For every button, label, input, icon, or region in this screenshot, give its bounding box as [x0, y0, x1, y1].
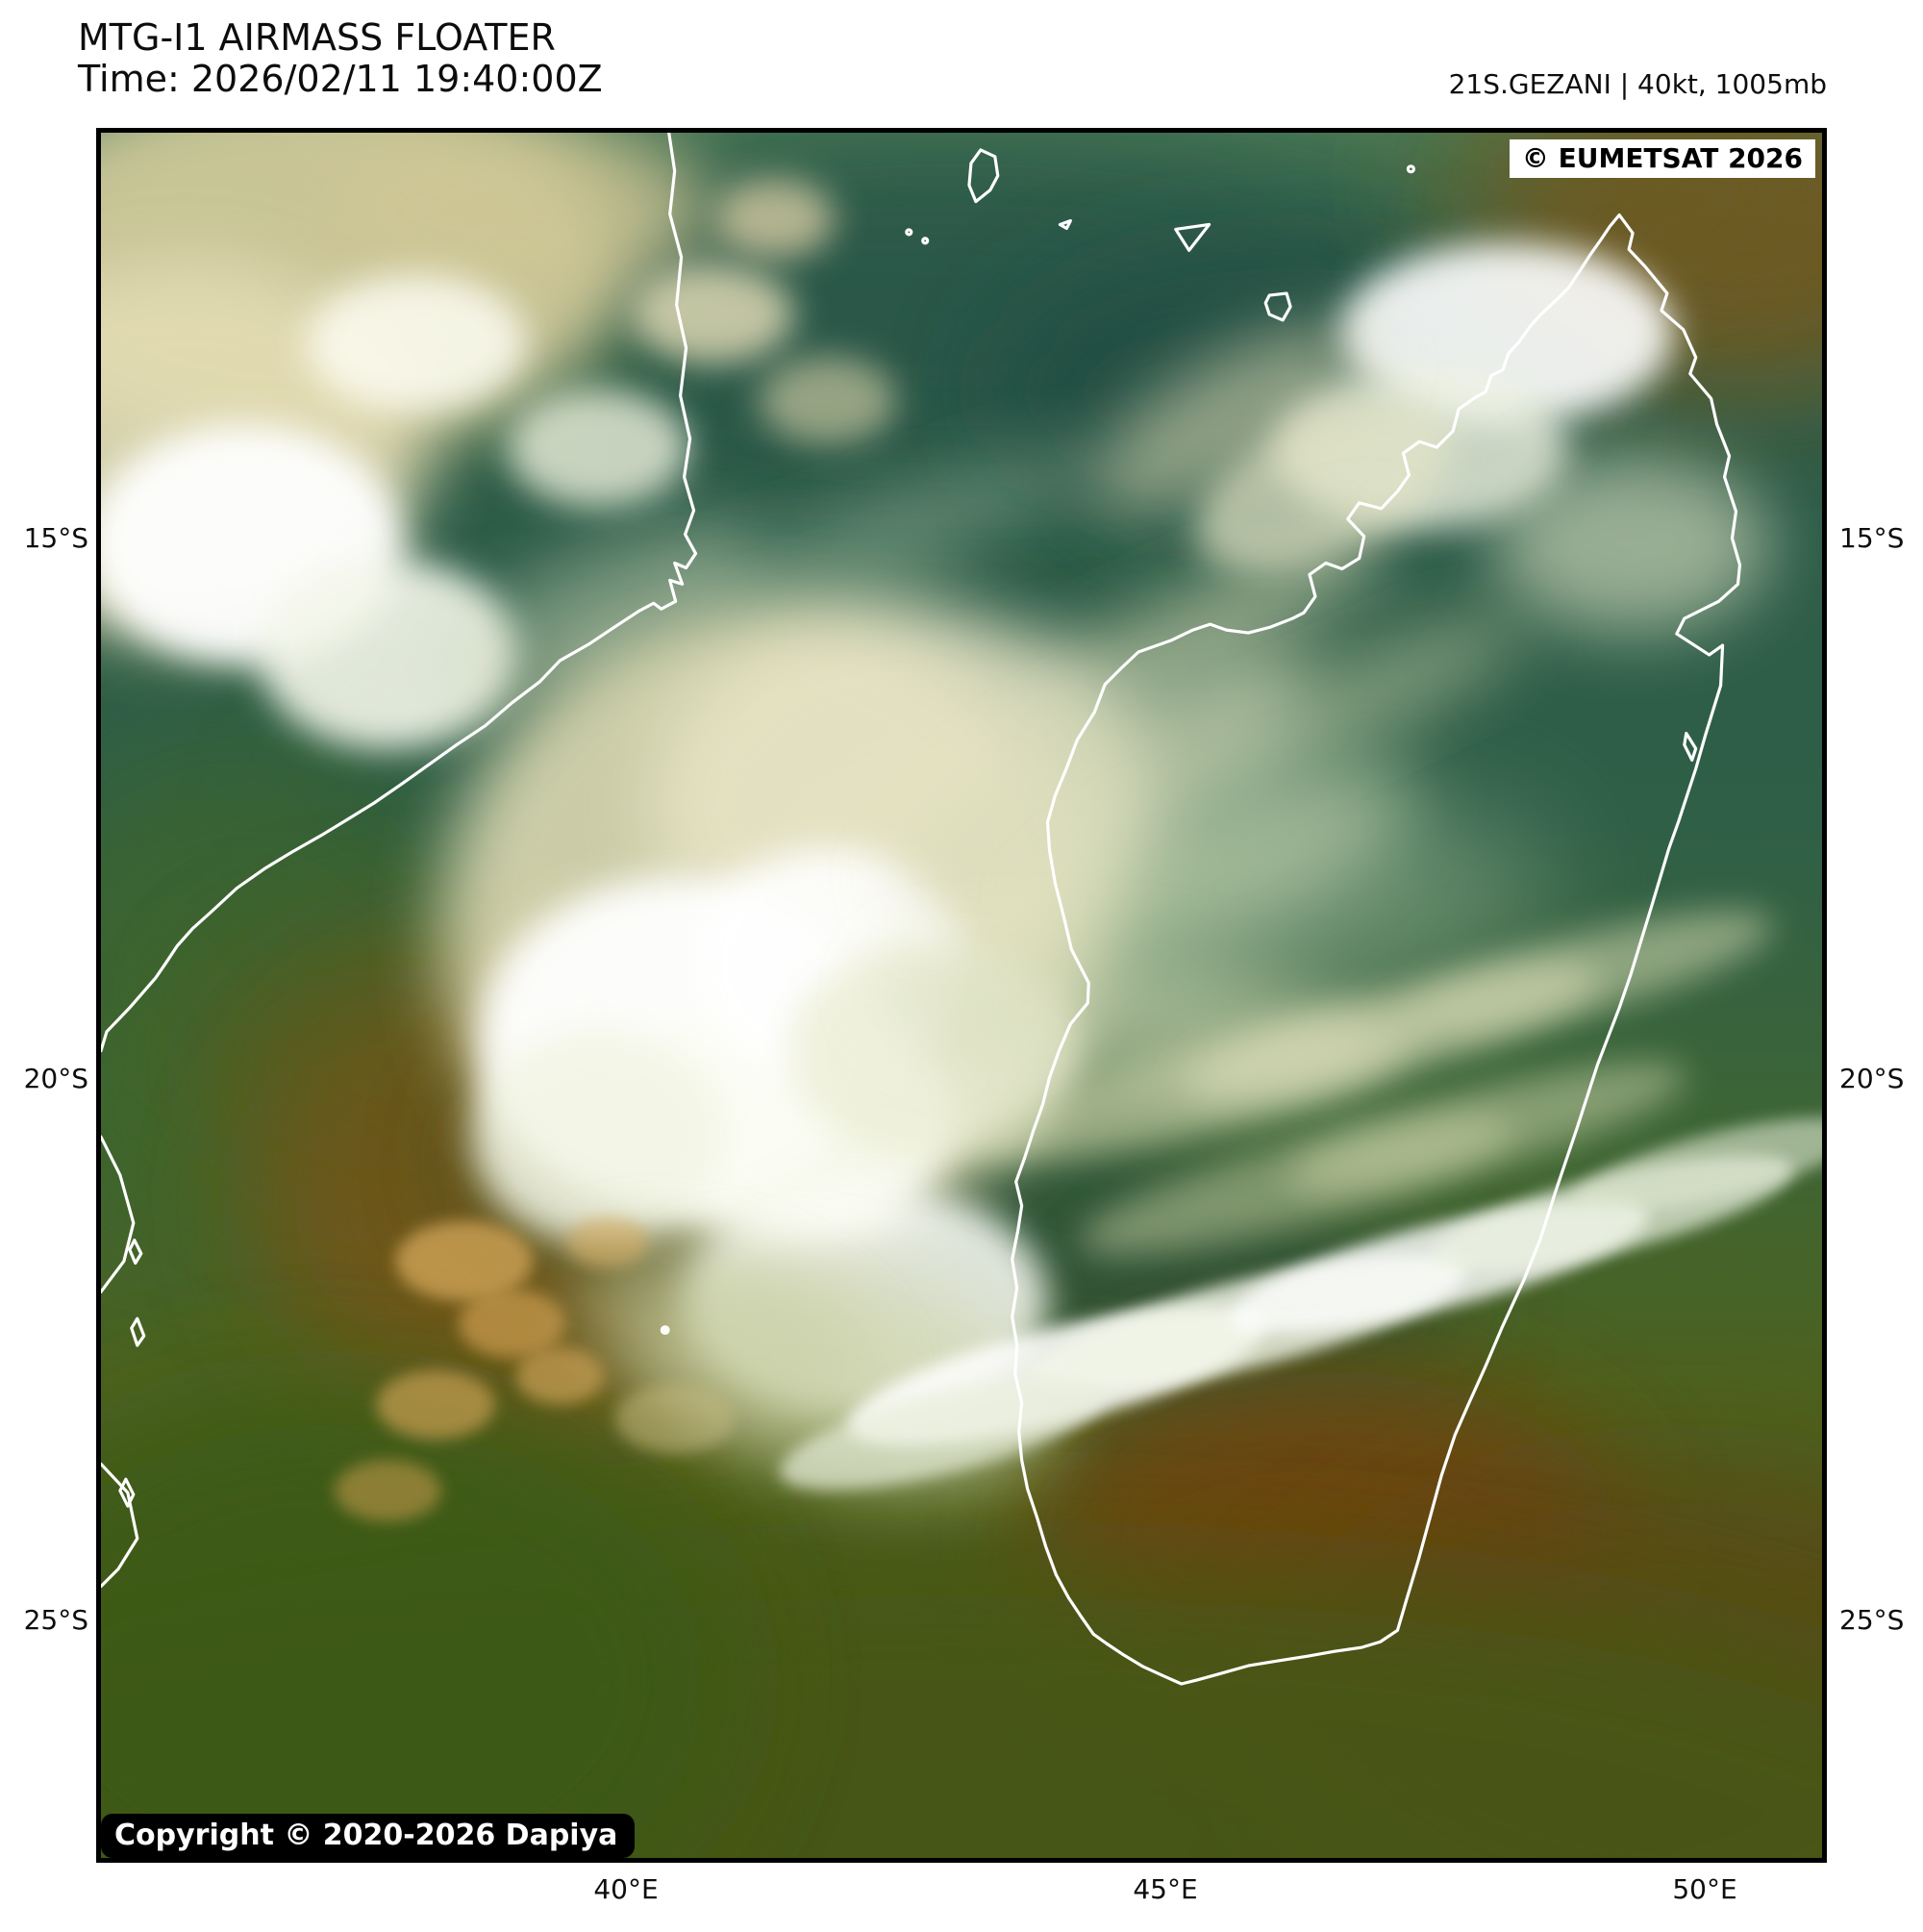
timestamp-label: Time: 2026/02/11 19:40:00Z	[78, 58, 603, 100]
page-title: MTG-I1 AIRMASS FLOATER	[78, 16, 556, 59]
low-cloud-puffs	[334, 1217, 735, 1521]
map-frame: © EUMETSAT 2026 Copyright © 2020-2026 Da…	[96, 128, 1827, 1863]
small-islet-dot-2	[905, 228, 913, 237]
madagascar-coastline	[1011, 213, 1742, 1686]
cloud-mass-top-left	[101, 133, 1097, 750]
comoros-islet-2	[1058, 218, 1072, 231]
mozambique-coast-south	[101, 1135, 136, 1293]
lon-label-45e: 45°E	[1133, 1873, 1198, 1905]
lat-label-right-15s: 15°S	[1839, 522, 1905, 554]
small-islet-dot-3	[921, 237, 930, 245]
copyright-badge: Copyright © 2020-2026 Dapiya	[101, 1814, 636, 1858]
comoros-islet-3	[1174, 222, 1211, 252]
africa-coastline	[101, 133, 698, 1053]
cyclone-cloud-mass	[440, 606, 1415, 1493]
eumetsat-credit-badge: © EUMETSAT 2026	[1509, 139, 1815, 178]
lat-label-left-25s: 25°S	[23, 1604, 88, 1636]
comoros-islet-4	[1263, 291, 1292, 322]
lat-label-left-20s: 20°S	[23, 1063, 88, 1094]
airmass-color-fields	[101, 133, 1822, 1858]
storm-info-label: 21S.GEZANI | 40kt, 1005mb	[1448, 68, 1827, 100]
lat-label-left-15s: 15°S	[23, 522, 88, 554]
lat-label-right-20s: 20°S	[1839, 1063, 1905, 1094]
sainte-marie-islet	[1683, 731, 1698, 762]
satellite-image	[101, 133, 1822, 1858]
small-islet-dot-1	[1406, 164, 1415, 174]
lon-label-50e: 50°E	[1672, 1873, 1737, 1905]
lon-label-40e: 40°E	[593, 1873, 659, 1905]
comoros-islet-1	[967, 148, 1000, 204]
mozambique-coast-exit	[101, 1462, 139, 1589]
lat-label-right-25s: 25°S	[1839, 1604, 1905, 1636]
